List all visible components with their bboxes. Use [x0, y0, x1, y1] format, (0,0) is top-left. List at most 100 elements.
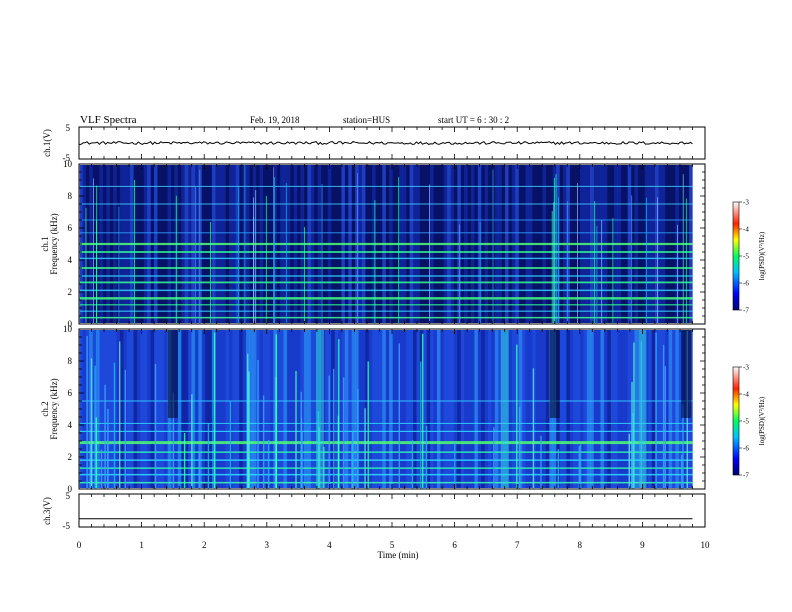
ch2-spec-ytick: 10: [63, 324, 73, 334]
spectrogram-column: [402, 330, 407, 488]
spectrogram-column: [603, 330, 608, 488]
spectrogram-spike: [540, 435, 542, 489]
spectrogram-spike: [93, 178, 94, 324]
spectrogram-column: [201, 330, 206, 488]
ch2-colorbar-gradient: [732, 366, 740, 476]
x-tick-label: 7: [515, 540, 520, 550]
spectrogram-spike: [119, 341, 121, 489]
spectrogram-column: [559, 330, 564, 488]
spectrogram-column: [413, 330, 417, 488]
spectrogram-spike: [425, 425, 428, 489]
spectrogram-spike: [631, 195, 633, 324]
spectrogram-column: [631, 330, 635, 488]
spectrogram-spike: [195, 186, 197, 324]
spectrogram-column: [130, 330, 134, 488]
ch1-spec-ytick: 10: [63, 159, 73, 169]
spectrogram-spike: [555, 174, 557, 324]
x-tick-label: 0: [77, 540, 82, 550]
spectrogram-column: [396, 330, 400, 488]
ch2-colorbar: -3 -4 -5 -6 -7 log(PSD)(V²/Hz): [732, 364, 766, 480]
colorbar-tick-label: -6: [743, 445, 749, 453]
spectrogram-spike: [454, 442, 456, 489]
spectrogram-column: [627, 330, 632, 488]
spectrogram-column: [518, 330, 523, 488]
spectrogram-spike: [107, 408, 109, 489]
spectrogram-spike: [304, 227, 305, 324]
spectrogram-column: [280, 330, 284, 488]
spectrogram-column: [590, 330, 594, 488]
spectrogram-column: [290, 330, 295, 488]
spectrogram-column: [269, 330, 274, 488]
spectrogram-column: [651, 330, 656, 488]
spectrogram-column: [338, 330, 342, 488]
spectrogram-column: [620, 330, 625, 488]
spectrogram-column: [266, 330, 271, 488]
spectrogram-column: [147, 330, 151, 488]
spectrogram-column: [378, 330, 383, 488]
spectrogram-column: [678, 330, 683, 488]
colorbar-tick-label: -4: [743, 391, 749, 399]
spectrogram-spike: [273, 167, 274, 324]
spectrogram-band: [80, 400, 693, 402]
spectrogram-column: [569, 330, 574, 488]
x-tick-label: 10: [701, 540, 711, 550]
ch1-colorbar-ticks: -3 -4 -5 -6 -7: [739, 199, 749, 315]
spectrogram-band: [80, 232, 693, 234]
x-tick-label: 3: [265, 540, 270, 550]
spectrogram-column: [205, 330, 209, 488]
spectrogram-column: [119, 330, 124, 488]
spectrogram-column: [239, 330, 243, 488]
spectrogram-spike: [493, 427, 495, 489]
spectrogram-band: [80, 451, 693, 453]
spectrogram-spike: [104, 384, 106, 489]
spectrogram-column: [617, 330, 622, 488]
colorbar-tick-label: -7: [743, 472, 749, 480]
axis-ticks: [78, 127, 706, 527]
colorbar-tick-label: -5: [743, 253, 749, 261]
spectrogram-column: [416, 330, 421, 488]
spectrogram-column: [522, 330, 526, 488]
spectrogram-column: [474, 330, 479, 488]
spectrogram-column: [218, 330, 223, 488]
spectrogram-column: [672, 330, 676, 488]
spectrogram-spike: [558, 197, 559, 324]
spectrogram-spike: [343, 377, 345, 489]
spectrogram-column: [191, 330, 196, 488]
spectrogram-column: [249, 330, 254, 488]
spectrogram-column: [610, 330, 615, 488]
spectrogram-band: [80, 467, 693, 469]
spectrogram-spike: [357, 388, 359, 489]
spectrogram-spike: [566, 201, 568, 324]
spectrogram-band: [80, 422, 693, 424]
spectrogram-column: [464, 330, 468, 488]
spectrogram-spike: [210, 222, 211, 324]
spectrogram-band: [80, 481, 693, 484]
ch1-spec-ytick: 0: [68, 319, 73, 329]
spectrogram-column: [188, 330, 192, 488]
spectrogram-spike: [332, 368, 335, 489]
spectrogram-column: [344, 330, 349, 488]
spectrogram-spike: [338, 339, 340, 489]
spectrogram-column: [406, 330, 410, 488]
spectrogram-spike: [601, 220, 603, 324]
spectrogram-spike: [398, 177, 400, 324]
spectrogram-column: [126, 330, 131, 488]
ch1-waveform-trace: [79, 140, 693, 146]
spectrogram-column: [460, 330, 465, 488]
spectrogram-column: [535, 330, 540, 488]
spectrogram-column: [273, 330, 278, 488]
spectrogram-spike: [357, 173, 358, 324]
spectrogram-spike: [183, 433, 186, 489]
x-tick-label: 8: [578, 540, 583, 550]
spectrogram-spike: [113, 362, 116, 489]
spectrogram-column: [477, 330, 482, 488]
spectrogram-spike: [367, 361, 369, 489]
ch2-spec-ylabel-freq: Frequency (kHz): [49, 378, 59, 439]
spectrogram-column: [484, 330, 489, 488]
spectrogram-column: [310, 330, 315, 488]
ch2-colorbar-label: log(PSD)(V²/Hz): [758, 396, 766, 445]
spectrogram-spike: [682, 174, 684, 324]
colorbar-tick-label: -5: [743, 418, 749, 426]
ch1-colorbar-label: log(PSD)(V²/Hz): [758, 231, 766, 280]
x-tick-label: 6: [452, 540, 457, 550]
